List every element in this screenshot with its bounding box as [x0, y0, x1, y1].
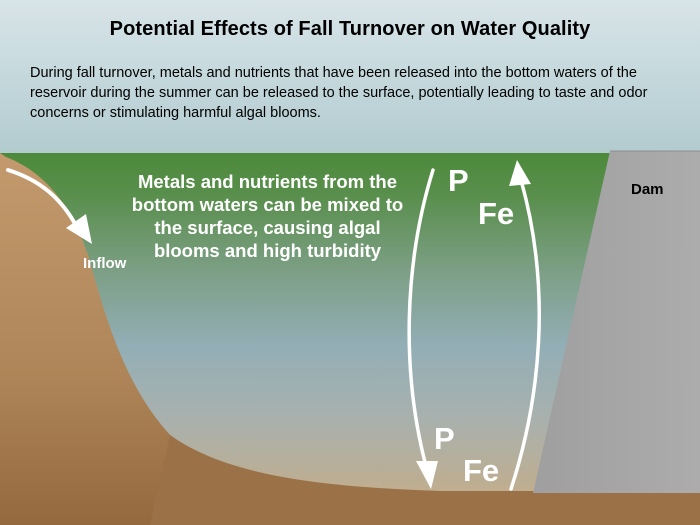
left-bank: [0, 153, 700, 525]
iron-label-surface: Fe: [478, 196, 515, 231]
dam: [533, 151, 700, 493]
description-text: During fall turnover, metals and nutrien…: [30, 65, 648, 121]
callout-text: Metals and nutrients from the bottom wat…: [131, 171, 404, 261]
phosphorus-label-surface: P: [448, 163, 469, 198]
inflow-arrow: [6, 168, 76, 224]
down-arrow: [407, 168, 435, 472]
phosphorus-label-bottom: P: [434, 421, 455, 456]
up-arrowhead: [509, 160, 531, 186]
up-arrow: [509, 178, 541, 491]
dam-label: Dam: [631, 181, 664, 198]
reservoir-bottom: [150, 435, 700, 525]
inflow-label: Inflow: [83, 255, 127, 272]
down-arrowhead: [416, 461, 438, 489]
diagram-title: Potential Effects of Fall Turnover on Wa…: [109, 18, 591, 40]
iron-label-bottom: Fe: [463, 453, 500, 488]
inflow-arrowhead: [66, 214, 92, 244]
